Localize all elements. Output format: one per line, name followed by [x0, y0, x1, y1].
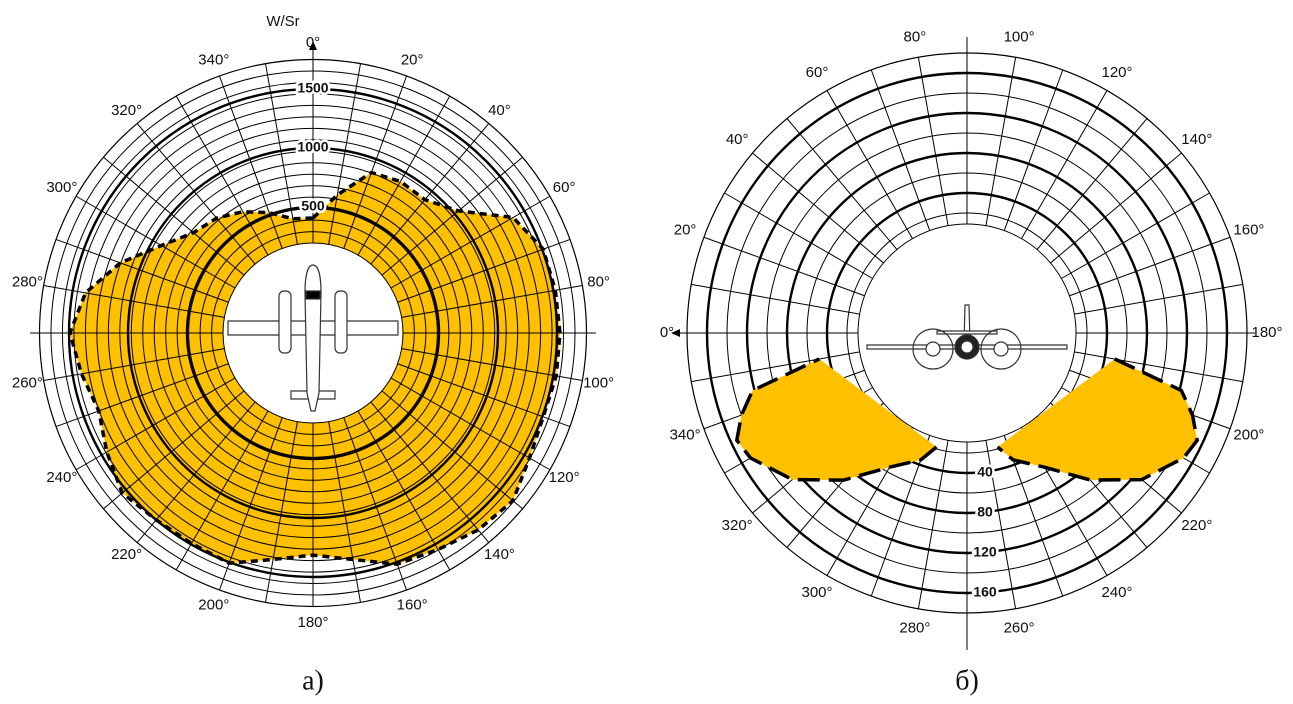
chart: 0° 20° 40° 60° 80° 100° 120° 140° 160° 180° 200° 22…: [0, 0, 1293, 704]
angle-tick-label: 240°: [1101, 584, 1132, 601]
polar-chart-a: 0° 20° 40° 60° 80° 100° 120° 140° 160° 180° 200° 22…: [12, 34, 614, 631]
angle-tick-label: 140°: [484, 546, 515, 563]
angle-tick-label: 260°: [1004, 619, 1035, 636]
angle-tick-label: 200°: [1233, 427, 1264, 444]
fuselage: [305, 265, 321, 411]
angle-tick-label: 60°: [553, 179, 576, 196]
angle-tick-label: 260°: [12, 374, 43, 391]
radial-tick-label: 80: [977, 504, 993, 520]
angle-tick-label: 160°: [1233, 221, 1264, 238]
minor-spoke: [871, 70, 929, 231]
engine: [335, 291, 347, 353]
axis-label: W/Sr: [266, 13, 299, 30]
caption: б): [955, 665, 979, 696]
angle-tick-label: 40°: [726, 131, 749, 148]
window: [961, 341, 973, 353]
radial-tick-label: 1000: [297, 139, 328, 155]
radial-tick-label: 120: [973, 544, 997, 560]
angle-tick-label: 280°: [12, 274, 43, 291]
angle-tick-label: 200°: [198, 596, 229, 613]
angle-tick-label: 120°: [549, 469, 580, 486]
engine: [994, 342, 1008, 356]
angle-tick-label: 20°: [401, 51, 424, 68]
angle-tick-label: 320°: [111, 102, 142, 119]
minor-spoke: [1004, 70, 1062, 231]
engine: [926, 342, 940, 356]
angle-tick-label: 120°: [1101, 64, 1132, 81]
angle-tick-label: 320°: [722, 517, 753, 534]
angle-tick-label: 340°: [198, 51, 229, 68]
radial-tick-label: 1500: [297, 80, 328, 96]
angle-tick-label: 100°: [583, 374, 614, 391]
angle-tick-label: 280°: [899, 619, 930, 636]
angle-tick-label: 160°: [397, 596, 428, 613]
angle-tick-label: 100°: [1004, 29, 1035, 46]
angle-tick-label: 300°: [46, 179, 77, 196]
angle-tick-label: 20°: [674, 221, 697, 238]
angle-tick-label: 0°: [660, 324, 674, 341]
angle-tick-label: 80°: [904, 29, 927, 46]
grid-spoke: [704, 237, 865, 295]
angle-tick-label: 300°: [801, 584, 832, 601]
angle-tick-label: 40°: [488, 102, 511, 119]
caption: а): [302, 665, 324, 696]
angle-tick-label: 220°: [111, 546, 142, 563]
angle-tick-label: 80°: [587, 274, 610, 291]
angle-tick-label: 180°: [1251, 324, 1282, 341]
page: Polar radiation diagrams {"chart_data": …: [0, 0, 1293, 704]
angle-tick-label: 0°: [306, 34, 320, 51]
angle-tick-label: 220°: [1181, 517, 1212, 534]
angle-tick-label: 60°: [806, 64, 829, 81]
body: 0° 20° 40° 60° 80° 100° 120° 140° 160° 180° 200° 22…: [0, 0, 1293, 704]
radial-tick-label: 500: [301, 198, 325, 214]
grid-spoke: [1069, 237, 1230, 295]
cockpit: [306, 291, 320, 299]
angle-tick-label: 340°: [670, 427, 701, 444]
angle-tick-label: 140°: [1181, 131, 1212, 148]
angle-tick-label: 240°: [46, 469, 77, 486]
radial-tick-label: 40: [977, 464, 993, 480]
angle-tick-label: 180°: [297, 614, 328, 631]
polar-chart-b: 0° 20° 40° 60° 80° 100° 120° 140° 160° 180° 200° 22…: [660, 29, 1283, 650]
radial-tick-label: 160: [973, 584, 997, 600]
engine: [279, 291, 291, 353]
